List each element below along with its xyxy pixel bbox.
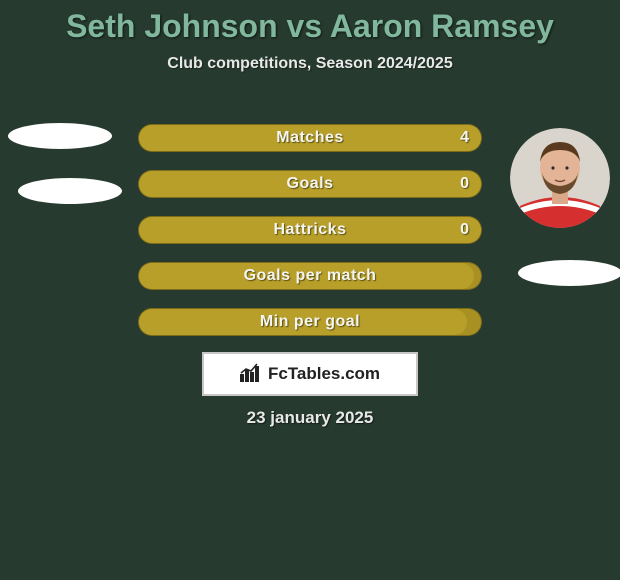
bar-label: Goals: [139, 171, 481, 197]
bar-goals: Goals 0: [138, 170, 482, 198]
left-player-placeholder-2: [18, 178, 122, 204]
bar-label: Goals per match: [139, 263, 481, 289]
bar-goals-per-match: Goals per match: [138, 262, 482, 290]
left-player-placeholder-1: [8, 123, 112, 149]
bar-label: Hattricks: [139, 217, 481, 243]
bars-icon: [240, 362, 262, 387]
bar-hattricks: Hattricks 0: [138, 216, 482, 244]
right-player-avatar: [510, 128, 610, 228]
bar-right-value: 4: [460, 125, 469, 151]
bar-right-value: 0: [460, 171, 469, 197]
bar-min-per-goal: Min per goal: [138, 308, 482, 336]
page-subtitle: Club competitions, Season 2024/2025: [0, 55, 620, 73]
brand-text: FcTables.com: [268, 364, 380, 384]
brand-box: FcTables.com: [202, 352, 418, 396]
comparison-bars: Matches 4 Goals 0 Hattricks 0 Goals per …: [138, 124, 482, 354]
bar-label: Matches: [139, 125, 481, 151]
bar-right-value: 0: [460, 217, 469, 243]
bar-label: Min per goal: [139, 309, 481, 335]
right-player-placeholder: [518, 260, 620, 286]
bar-matches: Matches 4: [138, 124, 482, 152]
date-text: 23 january 2025: [0, 408, 620, 428]
page-title: Seth Johnson vs Aaron Ramsey: [0, 0, 620, 45]
